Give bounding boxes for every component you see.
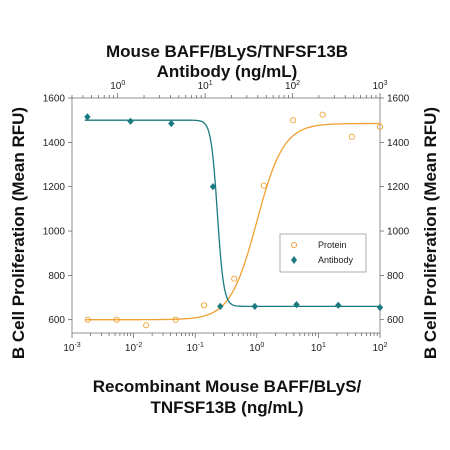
left-axis-title: B Cell Proliferation (Mean RFU) — [9, 107, 28, 359]
right-tick-label: 1600 — [387, 94, 410, 105]
right-axis-title: B Cell Proliferation (Mean RFU) — [421, 107, 440, 359]
bottom-tick-label: 102 — [372, 342, 387, 354]
legend-box — [279, 233, 367, 273]
data-points — [84, 111, 384, 329]
antibody-point — [209, 183, 217, 191]
left-tick-label: 1600 — [43, 94, 66, 105]
left-tick-label: 1000 — [43, 227, 66, 238]
right-tick-label: 1200 — [387, 182, 410, 193]
antibody-point — [293, 301, 300, 309]
protein-fit-curve — [86, 122, 381, 321]
bottom-tick-label: 10-3 — [63, 342, 80, 354]
antibody-point — [251, 302, 259, 310]
left-tick-label: 800 — [48, 271, 65, 282]
right-tick-label: 800 — [387, 271, 404, 282]
protein-point — [143, 322, 150, 329]
right-tick-label: 1000 — [387, 227, 410, 238]
protein-point — [260, 182, 267, 189]
antibody-point — [217, 302, 224, 310]
antibody-point — [168, 119, 175, 128]
top-tick-label: 101 — [198, 80, 213, 92]
antibody-fit-curve — [84, 119, 380, 308]
ticks: 10-3 10-2 10-1 100 101 102 100 101 102 103 600 600 8… — [43, 80, 410, 354]
antibody-point — [127, 117, 134, 125]
right-tick-label: 600 — [387, 315, 404, 326]
antibody-point — [84, 113, 91, 121]
right-tick-label: 1400 — [387, 138, 410, 149]
bottom-tick-label: 101 — [311, 342, 326, 354]
protein-point — [290, 117, 297, 124]
protein-point — [84, 316, 91, 323]
legend-protein-label: Protein — [318, 240, 347, 250]
top-tick-label: 102 — [285, 80, 300, 92]
protein-point — [376, 123, 384, 130]
protein-point — [201, 302, 208, 309]
protein-point — [319, 111, 326, 118]
protein-point — [172, 316, 179, 323]
bottom-tick-label: 10-2 — [125, 342, 142, 354]
antibody-point — [376, 303, 384, 312]
antibody-point — [335, 301, 342, 309]
legend-protein-marker — [290, 241, 298, 249]
bottom-axis-title-line2: TNFSF13B (ng/mL) — [151, 398, 304, 417]
protein-point — [113, 316, 120, 323]
protein-point — [348, 133, 355, 140]
bottom-tick-label: 10-1 — [187, 342, 204, 354]
fit-curves — [84, 119, 381, 321]
top-axis-title-line1: Mouse BAFF/BLyS/TNFSF13B — [106, 42, 348, 61]
left-tick-label: 600 — [48, 315, 65, 326]
left-tick-label: 1200 — [43, 182, 66, 193]
protein-point — [231, 275, 238, 282]
left-tick-label: 1400 — [43, 138, 66, 149]
top-axis-title-line2: Antibody (ng/mL) — [157, 62, 298, 81]
top-tick-label: 100 — [110, 80, 125, 92]
plot-area — [71, 97, 381, 334]
legend: Protein Antibody — [279, 233, 367, 273]
top-tick-label: 103 — [372, 80, 387, 92]
legend-antibody-label: Antibody — [318, 255, 354, 265]
legend-antibody-marker — [291, 256, 297, 264]
bottom-axis-title-line1: Recombinant Mouse BAFF/BLyS/ — [93, 377, 362, 396]
bottom-tick-label: 100 — [249, 342, 264, 354]
